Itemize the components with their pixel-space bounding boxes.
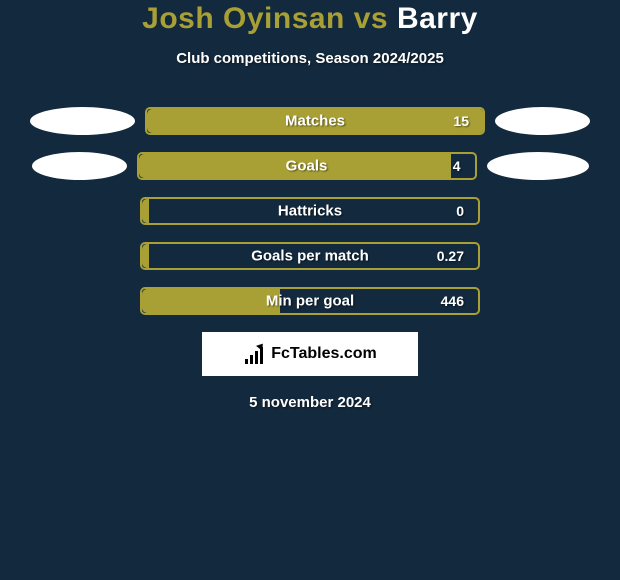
logo-chart-icon	[243, 344, 267, 364]
player1-name: Josh Oyinsan	[142, 2, 345, 35]
stat-row: Min per goal 446	[0, 287, 620, 315]
stat-row: Goals per match 0.27	[0, 242, 620, 270]
stat-bar-fill	[142, 199, 149, 223]
snapshot-date: 5 november 2024	[0, 394, 620, 411]
player2-ellipse	[495, 107, 590, 135]
stat-bar: Goals per match 0.27	[140, 242, 480, 270]
stat-value: 0.27	[437, 248, 464, 264]
logo-text: FcTables.com	[271, 345, 377, 363]
player2-name: Barry	[397, 2, 478, 35]
player1-ellipse	[30, 107, 135, 135]
vs-separator: vs	[345, 2, 397, 35]
stat-label: Min per goal	[266, 293, 354, 310]
stat-bar: Goals 4	[137, 152, 477, 180]
stat-bar: Matches 15	[145, 107, 485, 135]
stat-bar-fill	[142, 244, 149, 268]
stat-label: Goals	[286, 158, 328, 175]
player1-ellipse	[32, 152, 127, 180]
comparison-title: Josh Oyinsan vs Barry	[0, 2, 620, 36]
stat-row: Hattricks 0	[0, 197, 620, 225]
player2-ellipse	[487, 152, 589, 180]
stat-label: Matches	[285, 113, 345, 130]
stat-label: Hattricks	[278, 203, 342, 220]
stats-card: Josh Oyinsan vs Barry Club competitions,…	[0, 0, 620, 580]
stat-value: 15	[453, 113, 469, 129]
stat-value: 0	[456, 203, 464, 219]
fctables-logo[interactable]: FcTables.com	[202, 332, 418, 376]
stat-row: Goals 4	[0, 152, 620, 180]
stat-bar: Hattricks 0	[140, 197, 480, 225]
stat-value: 446	[441, 293, 464, 309]
stat-value: 4	[453, 158, 461, 174]
stat-label: Goals per match	[251, 248, 369, 265]
subtitle: Club competitions, Season 2024/2025	[0, 50, 620, 67]
stat-bar: Min per goal 446	[140, 287, 480, 315]
stat-row: Matches 15	[0, 107, 620, 135]
stat-bar-fill	[142, 289, 280, 313]
stats-rows: Matches 15 Goals 4 Hattricks 0 Goals per match…	[0, 107, 620, 315]
